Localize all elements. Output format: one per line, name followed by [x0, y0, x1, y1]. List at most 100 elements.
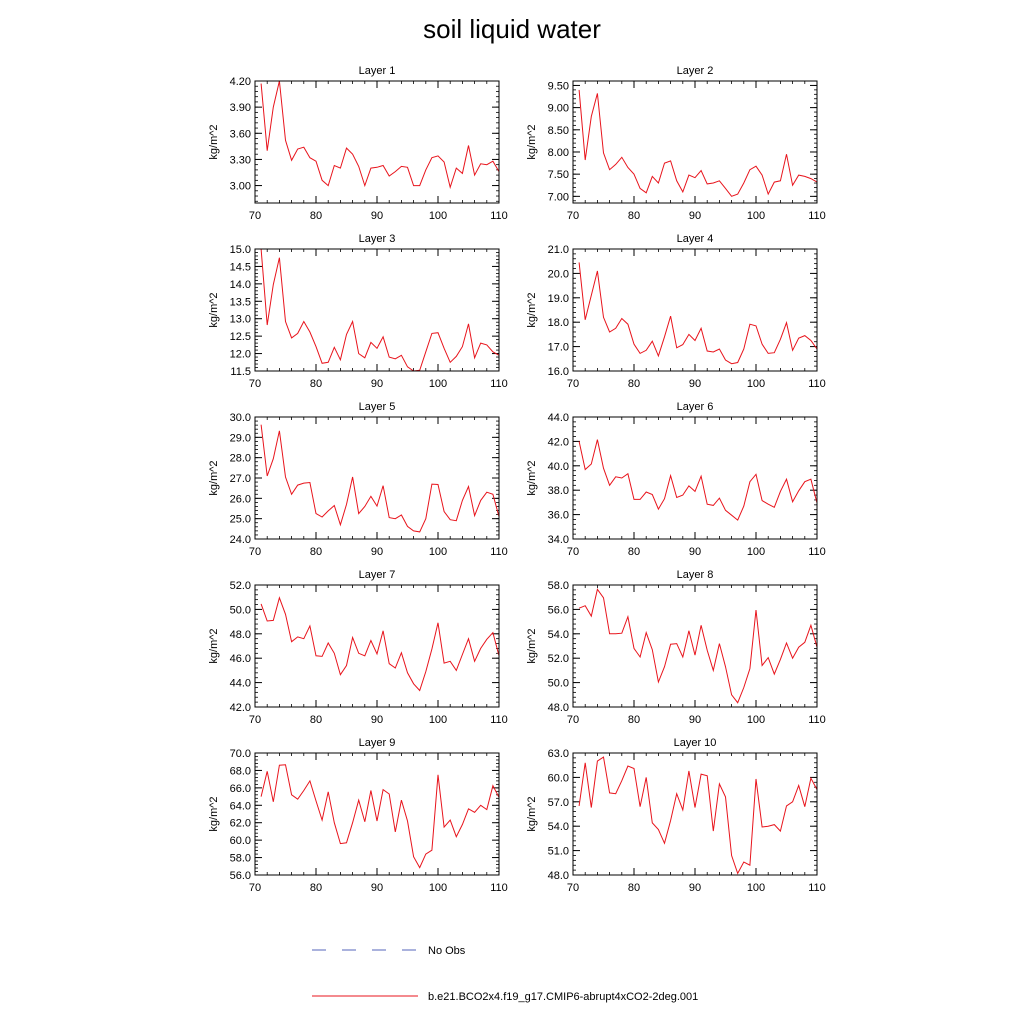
panel-title: Layer 2: [677, 65, 714, 77]
y-axis-label: kg/m^2: [208, 796, 220, 831]
x-tick-label: 70: [249, 882, 261, 894]
y-tick-label: 34.0: [548, 534, 569, 546]
y-axis-label: kg/m^2: [526, 124, 538, 159]
y-tick-label: 36.0: [548, 510, 569, 522]
panel-10: Layer 10 kg/m^2 70 80 90 100 110 48.0 51.0 54.0 57…: [526, 737, 826, 894]
y-tick-label: 27.0: [230, 473, 251, 485]
x-tick-label: 80: [628, 378, 640, 390]
y-tick-label: 56.0: [230, 870, 251, 882]
x-tick-label: 110: [808, 378, 826, 390]
y-tick-label: 38.0: [548, 485, 569, 497]
x-tick-label: 90: [689, 378, 701, 390]
x-tick-label: 80: [310, 210, 322, 222]
series-line: [260, 596, 499, 692]
figure-title: soil liquid water: [423, 14, 601, 44]
x-tick-label: 90: [689, 714, 701, 726]
x-tick-label: 90: [371, 210, 383, 222]
y-tick-label: 19.0: [548, 293, 569, 305]
panel-3: Layer 3 kg/m^2 70 80 90 100 110 11.5 12.0 12.5 13.…: [208, 233, 508, 390]
x-tick-label: 100: [747, 546, 765, 558]
y-tick-label: 7.00: [548, 191, 569, 203]
x-tick-label: 90: [689, 546, 701, 558]
x-tick-label: 110: [808, 546, 826, 558]
y-tick-label: 64.0: [230, 800, 251, 812]
x-tick-label: 80: [628, 714, 640, 726]
y-tick-label: 12.5: [230, 331, 251, 343]
y-tick-label: 60.0: [548, 772, 569, 784]
y-tick-label: 8.00: [548, 147, 569, 159]
y-tick-label: 42.0: [230, 702, 251, 714]
plot-frame: [254, 752, 500, 876]
y-tick-label: 54.0: [548, 821, 569, 833]
series-line: [260, 81, 499, 190]
y-tick-label: 42.0: [548, 436, 569, 448]
series-line: [578, 588, 817, 704]
x-tick-label: 70: [249, 378, 261, 390]
y-tick-label: 70.0: [230, 748, 251, 760]
panel-title: Layer 9: [359, 737, 396, 749]
x-tick-label: 100: [429, 882, 447, 894]
y-tick-label: 63.0: [548, 748, 569, 760]
x-tick-label: 110: [490, 546, 508, 558]
x-tick-label: 90: [371, 378, 383, 390]
y-axis-label: kg/m^2: [526, 460, 538, 495]
y-tick-label: 48.0: [230, 629, 251, 641]
y-tick-label: 7.50: [548, 169, 569, 181]
panel-title: Layer 7: [359, 569, 396, 581]
y-tick-label: 24.0: [230, 534, 251, 546]
y-tick-label: 14.0: [230, 279, 251, 291]
plot-frame: [572, 416, 818, 540]
y-tick-label: 12.0: [230, 349, 251, 361]
x-tick-label: 100: [747, 210, 765, 222]
y-tick-label: 54.0: [548, 629, 569, 641]
y-tick-label: 4.20: [230, 76, 251, 88]
y-tick-label: 44.0: [548, 412, 569, 424]
series-line: [578, 756, 817, 875]
y-tick-label: 9.00: [548, 103, 569, 115]
x-tick-label: 110: [490, 210, 508, 222]
y-tick-label: 50.0: [230, 604, 251, 616]
x-tick-label: 80: [628, 210, 640, 222]
x-tick-label: 100: [429, 714, 447, 726]
panel-title: Layer 4: [677, 233, 714, 245]
plot-frame: [254, 248, 500, 372]
plot-frame: [572, 80, 818, 204]
panel-9: Layer 9 kg/m^2 70 80 90 100 110 56.0 58.0 60.0 62.…: [208, 737, 508, 894]
series-line: [260, 764, 499, 869]
x-tick-label: 100: [429, 378, 447, 390]
y-tick-label: 3.90: [230, 102, 251, 114]
plot-frame: [572, 248, 818, 372]
y-axis-label: kg/m^2: [208, 628, 220, 663]
y-tick-label: 58.0: [548, 580, 569, 592]
y-tick-label: 44.0: [230, 678, 251, 690]
y-tick-label: 68.0: [230, 765, 251, 777]
y-axis-label: kg/m^2: [208, 460, 220, 495]
x-tick-label: 110: [808, 210, 826, 222]
y-tick-label: 8.50: [548, 125, 569, 137]
y-tick-label: 17.0: [548, 342, 569, 354]
panel-2: Layer 2 kg/m^2 70 80 90 100 110 7.00 7.50 8.00 8.5…: [526, 65, 826, 222]
y-tick-label: 9.50: [548, 80, 569, 92]
plot-frame: [572, 752, 818, 876]
x-tick-label: 100: [429, 546, 447, 558]
x-tick-label: 70: [567, 546, 579, 558]
panel-5: Layer 5 kg/m^2 70 80 90 100 110 24.0 25.0 26.0 27.…: [208, 401, 508, 558]
panel-7: Layer 7 kg/m^2 70 80 90 100 110 42.0 44.0 46.0 48.…: [208, 569, 508, 726]
y-axis-label: kg/m^2: [526, 796, 538, 831]
y-tick-label: 50.0: [548, 678, 569, 690]
series-line: [578, 439, 817, 521]
y-tick-label: 25.0: [230, 514, 251, 526]
y-tick-label: 11.5: [230, 366, 251, 378]
x-tick-label: 110: [490, 882, 508, 894]
x-tick-label: 110: [490, 378, 508, 390]
x-tick-label: 110: [490, 714, 508, 726]
x-tick-label: 70: [567, 882, 579, 894]
y-tick-label: 20.0: [548, 268, 569, 280]
y-tick-label: 52.0: [230, 580, 251, 592]
y-tick-label: 3.60: [230, 128, 251, 140]
y-tick-label: 30.0: [230, 412, 251, 424]
x-tick-label: 70: [567, 714, 579, 726]
x-tick-label: 80: [310, 882, 322, 894]
x-tick-label: 100: [747, 882, 765, 894]
y-tick-label: 48.0: [548, 702, 569, 714]
